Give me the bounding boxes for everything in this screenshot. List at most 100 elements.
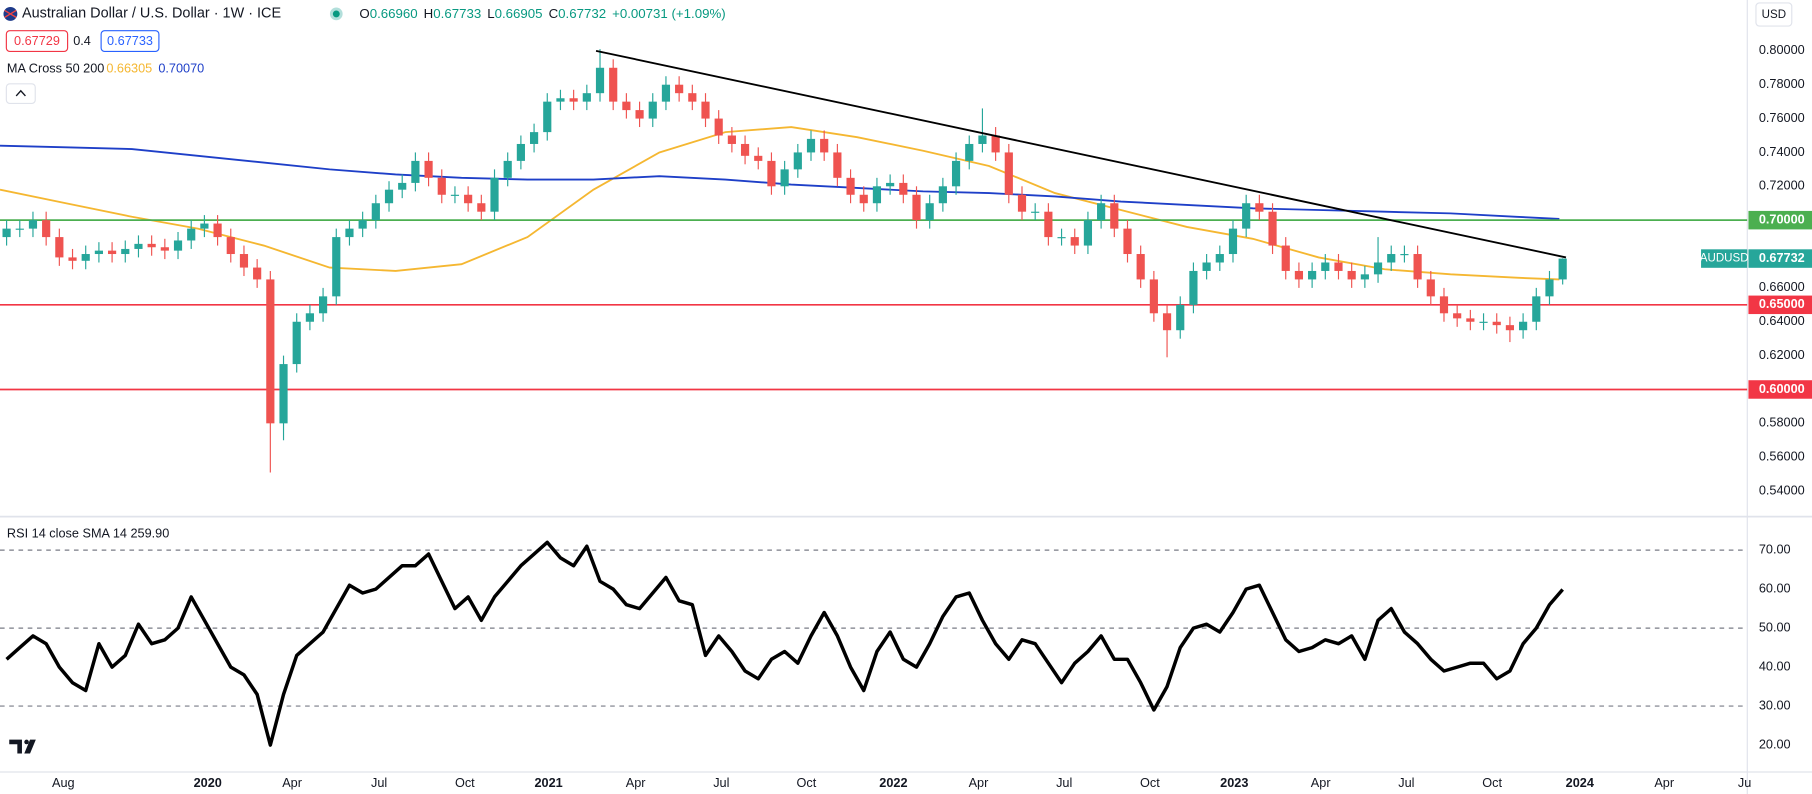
candle-body [318, 296, 328, 314]
candle-body [1202, 262, 1211, 271]
candle-body [1162, 313, 1172, 331]
candle-body [1136, 254, 1145, 280]
rsi-tick-label: 40.00 [1759, 658, 1791, 673]
candle-body [121, 248, 130, 255]
candle-body [991, 135, 1000, 153]
x-tick-label: Ju [1738, 775, 1751, 790]
candle-body [912, 194, 921, 221]
x-tick-label: Oct [1140, 775, 1160, 790]
candle-body [1110, 203, 1119, 229]
candle-body [622, 101, 631, 111]
candle-body [1400, 254, 1409, 256]
currency-button[interactable] [1755, 2, 1793, 27]
candle-body [1492, 321, 1501, 326]
logo[interactable] [9, 739, 36, 754]
candle-body [108, 250, 117, 255]
level-tag [1748, 210, 1812, 230]
candle-body [1123, 228, 1132, 255]
x-tick-label: Apr [969, 775, 990, 790]
y-tick-label: 0.74000 [1759, 144, 1805, 159]
candle-body [358, 220, 367, 229]
candle-body [635, 110, 644, 119]
ask-price[interactable]: 0.67733 [107, 33, 153, 48]
quote-change: +0.00731 (+1.09%) [612, 5, 726, 20]
candle-body [1097, 203, 1106, 221]
candle-body [1387, 254, 1396, 263]
candle-body [1189, 270, 1198, 305]
candle-body [94, 250, 103, 255]
x-tick-label: Oct [1482, 775, 1502, 790]
candle-body [1558, 258, 1567, 280]
candle-body [609, 67, 618, 102]
candle-body [239, 254, 249, 268]
collapse-button[interactable] [5, 83, 36, 105]
candle-body [1479, 321, 1488, 323]
candle-body [675, 84, 684, 94]
candle-body [1308, 270, 1317, 280]
quote-line: O0.66960 H0.67733 L0.66905 C0.67732 +0.0… [359, 5, 725, 20]
currency[interactable]: USD [1762, 9, 1786, 21]
candle-body [648, 101, 657, 119]
candle-body [820, 138, 829, 153]
flag-icon-cross [4, 9, 17, 18]
collapse-icon[interactable] [15, 89, 26, 97]
x-tick-label: 2023 [1220, 775, 1248, 790]
x-tick-label: Oct [455, 775, 475, 790]
candle-body [1453, 313, 1462, 319]
candle-body [1176, 304, 1185, 331]
x-tick-label: Oct [797, 775, 817, 790]
candle-body [160, 247, 169, 251]
x-tick-label: Apr [1311, 775, 1332, 790]
candle-body [1373, 262, 1383, 275]
candle-body [1004, 152, 1013, 195]
rsi-line [5, 540, 1564, 747]
candle-body [173, 240, 183, 251]
y-tick-label: 0.56000 [1759, 449, 1805, 464]
logo-dot[interactable] [24, 739, 29, 745]
candle-body [1017, 194, 1027, 212]
indicator-name: MA Cross 50 200 [7, 61, 104, 76]
candle-body [1532, 296, 1541, 322]
buy-box[interactable] [100, 30, 160, 53]
candle-body [411, 160, 420, 183]
candle-body [490, 177, 499, 212]
rsi-value: 59.90 [138, 525, 170, 540]
bid-price[interactable]: 0.67729 [14, 33, 60, 48]
candle-body [371, 203, 380, 221]
candle-body [1031, 211, 1040, 213]
quote-key: L [487, 5, 494, 20]
status-dot [332, 10, 340, 18]
candle-body [1149, 279, 1158, 314]
candle-body [754, 155, 763, 161]
sell-box[interactable] [5, 30, 69, 53]
candle-body [398, 182, 407, 190]
candle-body [147, 243, 156, 248]
level-tag-label: 0.65000 [1759, 296, 1805, 311]
candle-body [1268, 211, 1277, 246]
x-tick-label: Aug [52, 775, 75, 790]
candle-body [253, 267, 262, 280]
y-tick-label: 0.58000 [1759, 415, 1805, 430]
candle-body [28, 220, 38, 229]
y-tick-label: 0.72000 [1759, 178, 1805, 193]
candle-body [1426, 279, 1435, 297]
x-tick-label: 2024 [1566, 775, 1594, 790]
quote-key: C [549, 5, 559, 20]
candle-body [226, 237, 235, 255]
candle-body [305, 313, 314, 322]
spread: 0.4 [73, 33, 91, 48]
candle-body [266, 279, 275, 424]
candle-body [846, 177, 855, 195]
candle-body [1044, 211, 1053, 238]
x-tick-label: Apr [626, 775, 647, 790]
candle-body [1057, 237, 1066, 239]
candle-body [134, 243, 143, 249]
x-tick-label: Jul [371, 775, 387, 790]
candle-body [1413, 254, 1422, 280]
candle-body [595, 67, 605, 94]
candle-body [200, 223, 209, 229]
level-tag [1748, 295, 1812, 315]
candle-body [1228, 228, 1238, 255]
y-tick-label: 0.66000 [1759, 279, 1805, 294]
